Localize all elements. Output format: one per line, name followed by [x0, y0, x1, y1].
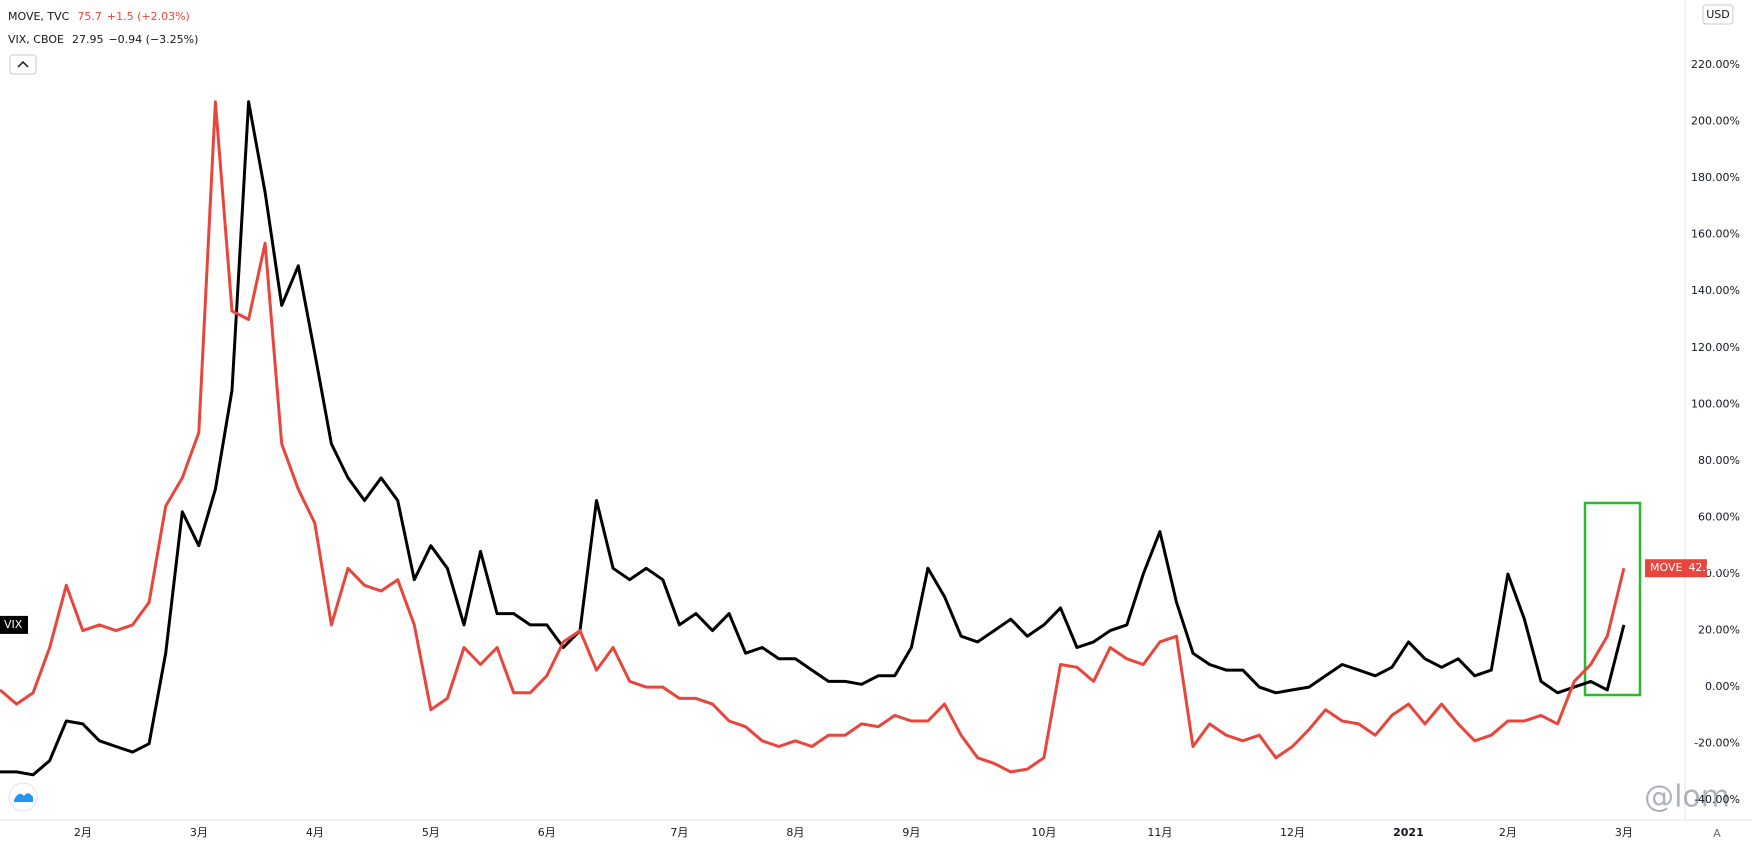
y-tick-label: 220.00% — [1691, 58, 1740, 71]
watermark: @lom — [1644, 780, 1730, 815]
y-tick-label: 60.00% — [1698, 510, 1740, 523]
y-tick-label: 80.00% — [1698, 454, 1740, 467]
y-tick-label: 100.00% — [1691, 397, 1740, 410]
currency: USD — [1706, 8, 1730, 21]
legend-change: −0.94 (−3.25%) — [108, 33, 198, 46]
series-tag-text: VIX — [4, 618, 23, 631]
legend-symbol: MOVE, TVC — [8, 10, 70, 23]
series-line — [0, 100, 1626, 777]
y-tick-label: 160.00% — [1691, 228, 1740, 241]
x-tick-label: 12月 — [1280, 826, 1305, 839]
logo-icon — [14, 793, 33, 802]
y-tick-label: 40.00% — [1698, 567, 1740, 580]
legend-entry: MOVE, TVC 75.7 +1.5 (+2.03%) — [8, 10, 190, 23]
y-tick-label: 200.00% — [1691, 115, 1740, 128]
auto-scale-button[interactable]: A — [1713, 827, 1721, 840]
currency-box[interactable] — [1702, 4, 1734, 25]
x-tick-label: 3月 — [190, 826, 208, 839]
price-tag-name: MOVE — [1650, 561, 1682, 574]
x-tick-label: 11月 — [1147, 826, 1172, 839]
x-tick-label: 7月 — [670, 826, 688, 839]
price-tag — [1645, 559, 1707, 578]
price-tag-value: 42.05% — [1688, 561, 1730, 574]
y-tick-label: -20.00% — [1694, 737, 1740, 750]
x-tick-label: 2021 — [1393, 826, 1424, 839]
y-tick-label: 0.00% — [1705, 680, 1740, 693]
legend-last: 75.7 — [77, 10, 102, 23]
y-tick-label: 140.00% — [1691, 284, 1740, 297]
x-tick-label: 2月 — [1499, 826, 1517, 839]
y-tick-label: 20.00% — [1698, 624, 1740, 637]
y-tick-label: 180.00% — [1691, 171, 1740, 184]
legend-symbol: VIX, CBOE — [8, 33, 64, 46]
price-tag-text: MOVE 42.05% — [1650, 561, 1730, 574]
highlight-box — [1583, 501, 1642, 697]
x-tick-label: 6月 — [538, 826, 556, 839]
x-tick-label: 3月 — [1615, 826, 1633, 839]
x-tick-label: 10月 — [1031, 826, 1056, 839]
x-tick-label: 8月 — [786, 826, 804, 839]
collapse-button[interactable] — [9, 54, 37, 75]
y-tick-label: -40.00% — [1694, 793, 1740, 806]
series-tag — [0, 615, 28, 634]
x-tick-label: 9月 — [902, 826, 920, 839]
legend-change: +1.5 (+2.03%) — [107, 10, 190, 23]
x-tick-label: 5月 — [422, 826, 440, 839]
x-tick-label: 2月 — [74, 826, 92, 839]
x-tick-label: 4月 — [306, 826, 324, 839]
legend-entry: VIX, CBOE 27.95 −0.94 (−3.25%) — [8, 33, 198, 46]
y-tick-label: 120.00% — [1691, 341, 1740, 354]
legend-last: 27.95 — [72, 33, 104, 46]
series-line — [0, 100, 1626, 774]
collapse-icon — [17, 60, 29, 68]
